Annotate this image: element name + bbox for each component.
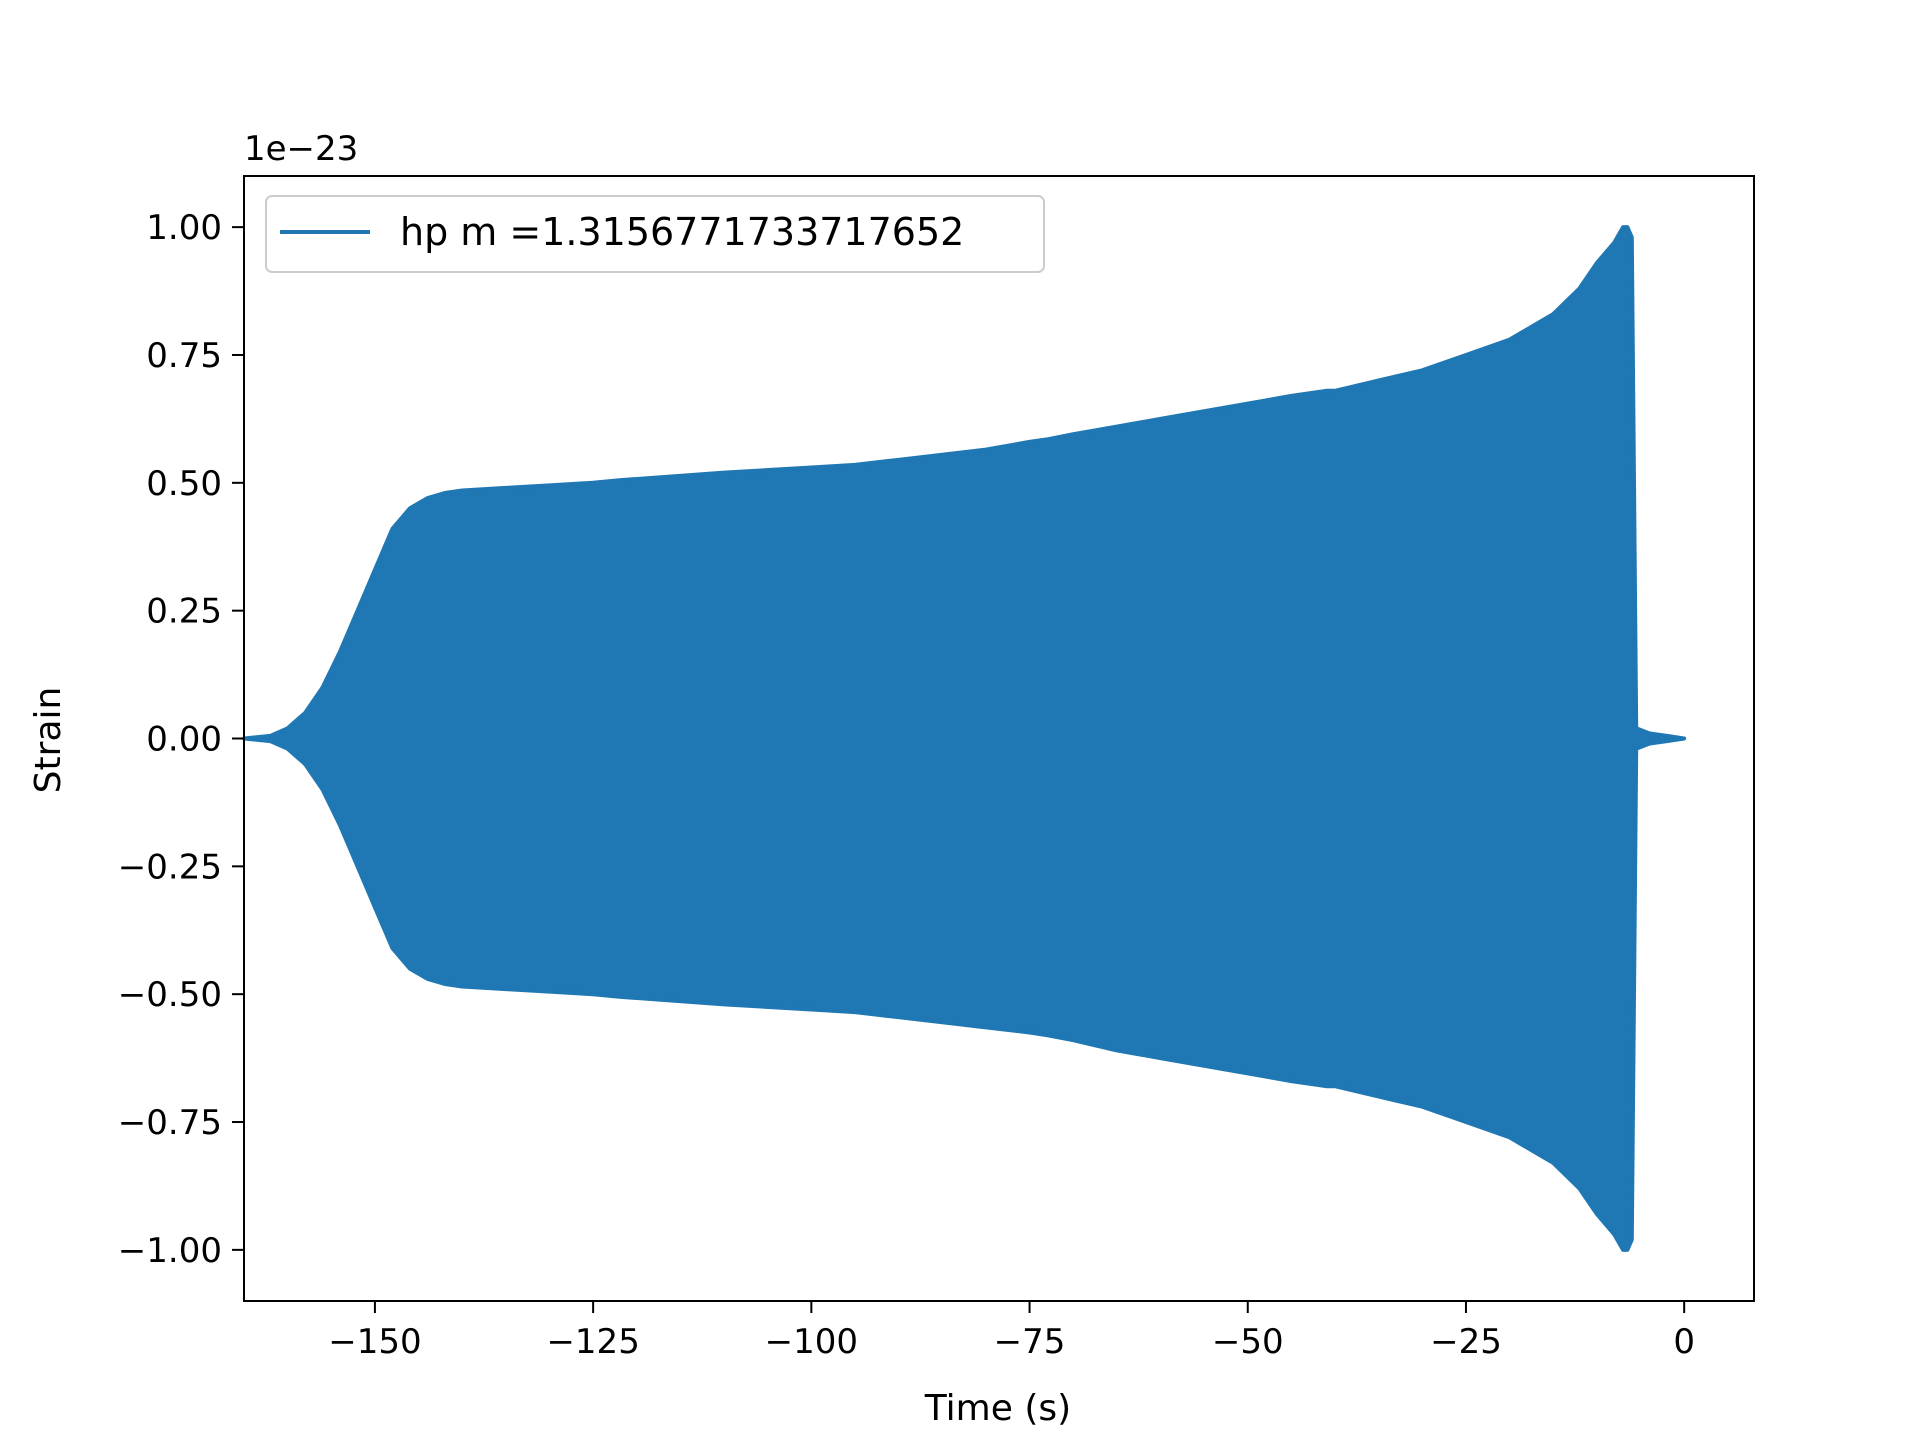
x-tick-label: −25 (1430, 1322, 1502, 1362)
x-axis-title: Time (s) (924, 1388, 1071, 1429)
y-tick-label: 0.25 (146, 592, 222, 632)
x-tick-label: −50 (1212, 1322, 1284, 1362)
legend-box (265, 195, 1045, 273)
x-tick-label: 0 (1673, 1322, 1695, 1362)
x-tick-label: −100 (765, 1322, 858, 1362)
y-tick-label: −0.25 (118, 847, 222, 887)
x-tick-label: −150 (328, 1322, 421, 1362)
waveform-hp-series (242, 225, 1687, 1252)
y-tick-label: −1.00 (118, 1231, 222, 1271)
y-tick-label: 0.00 (146, 720, 222, 760)
x-tick-label: −75 (994, 1322, 1066, 1362)
x-tick-label: −125 (546, 1322, 639, 1362)
y-axis-offset-label: 1e−23 (244, 129, 358, 169)
legend-label: hp m =1.3156771733717652 (400, 210, 964, 254)
y-axis-title: Strain (28, 687, 69, 794)
y-tick-label: −0.50 (118, 975, 222, 1015)
y-axis: 1.00 0.75 0.50 0.25 0.00 −0.25 −0.50 −0.75 −1.00 (118, 208, 244, 1271)
y-tick-label: 0.50 (146, 464, 222, 504)
legend: hp m =1.3156771733717652 (265, 195, 1045, 273)
y-tick-label: 1.00 (146, 208, 222, 248)
y-tick-label: −0.75 (118, 1103, 222, 1143)
plot-area (242, 225, 1687, 1252)
y-tick-label: 0.75 (146, 336, 222, 376)
x-axis: −150 −125 −100 −75 −50 −25 0 (328, 1301, 1695, 1362)
